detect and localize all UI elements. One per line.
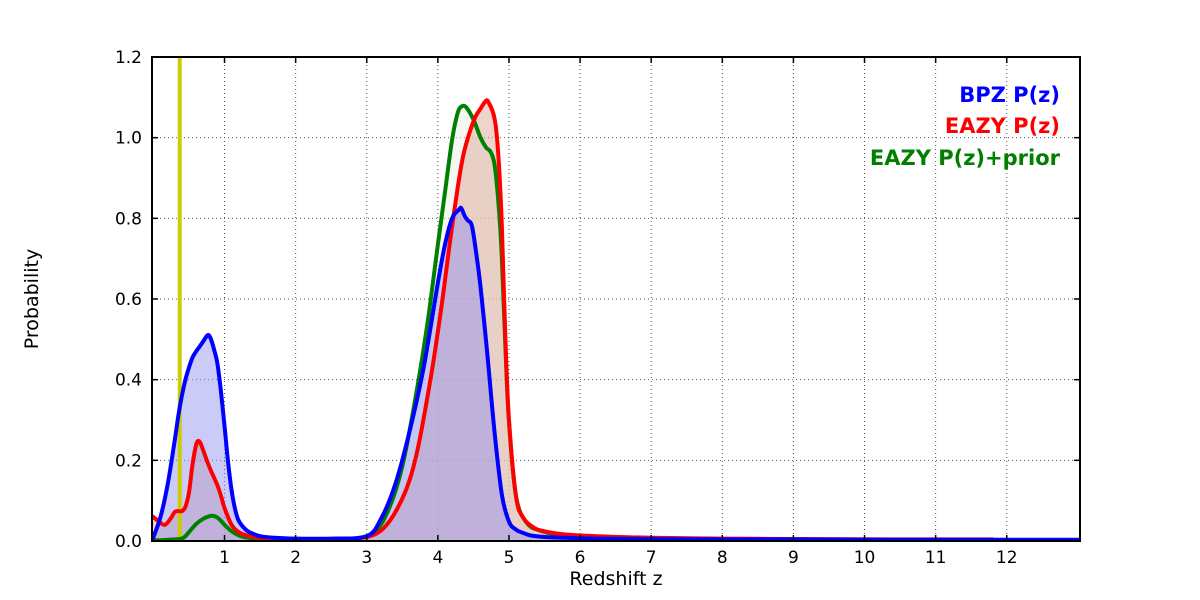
x-tick-label: 11: [925, 548, 947, 568]
series-line-1: [152, 98, 995, 541]
legend: BPZ P(z) EAZY P(z) EAZY P(z)+prior: [870, 83, 1061, 170]
series-lines: [152, 98, 1080, 541]
x-tick-label: 9: [788, 548, 799, 568]
legend-entry-2: EAZY P(z)+prior: [870, 146, 1061, 170]
x-tick-label: 7: [646, 548, 657, 568]
series-line-0: [152, 205, 1080, 541]
legend-entry-1: EAZY P(z): [945, 114, 1060, 138]
legend-entry-0: BPZ P(z): [959, 83, 1060, 107]
y-tick-label: 0.8: [115, 209, 142, 229]
x-tick-label: 2: [290, 548, 301, 568]
x-tick-label: 10: [854, 548, 876, 568]
y-tick-label: 0.4: [115, 371, 142, 391]
x-tick-label: 3: [361, 548, 372, 568]
x-tick-label: 6: [575, 548, 586, 568]
x-tick-label: 5: [504, 548, 515, 568]
grid-lines: [152, 57, 1080, 541]
y-tick-label: 1.0: [115, 129, 142, 149]
y-tick-label: 0.0: [115, 532, 142, 552]
x-tick-label: 4: [432, 548, 443, 568]
x-tick-label: 12: [996, 548, 1018, 568]
y-tick-label: 0.2: [115, 451, 142, 471]
y-tick-label: 0.6: [115, 290, 142, 310]
y-tick-label: 1.2: [115, 48, 142, 68]
x-tick-label: 8: [717, 548, 728, 568]
x-tick-label: 1: [219, 548, 230, 568]
x-axis-title: Redshift z: [569, 568, 662, 590]
axis-ticks: 1 2 3 4 5 6 7 8 9 10 11 120.00.20.40.60.81.01.2: [115, 48, 1080, 568]
y-axis-title: Probability: [21, 249, 43, 349]
